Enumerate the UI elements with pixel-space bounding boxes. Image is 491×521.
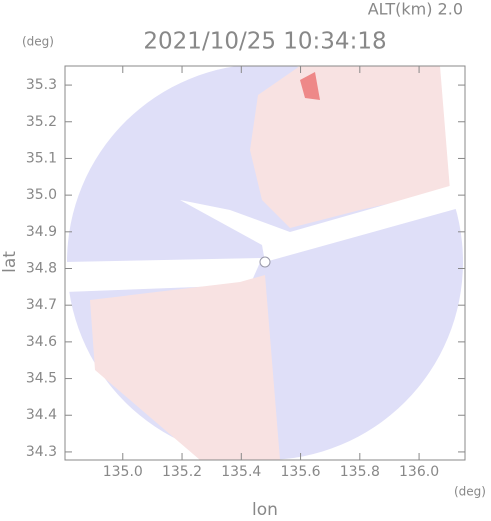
y-unit: (deg) (22, 35, 54, 49)
y-tick-label: 34.9 (26, 224, 57, 240)
strong-positive (300, 72, 320, 100)
x-tick-label: 135.2 (162, 464, 202, 480)
positive-region (90, 275, 280, 460)
radar-field (65, 66, 465, 460)
y-tick-label: 34.3 (26, 444, 57, 460)
y-tick-label: 34.4 (26, 407, 57, 423)
x-tick-label: 135.8 (340, 464, 380, 480)
x-tick-label: 135.4 (221, 464, 261, 480)
y-tick-label: 35.1 (26, 150, 57, 166)
zero-band (180, 181, 465, 262)
chart-title: 2021/10/25 10:34:18 (143, 29, 386, 55)
zero-band (65, 258, 262, 292)
positive-region (250, 66, 450, 228)
x-axis-label: lon (252, 500, 278, 520)
radar-site (259, 256, 271, 268)
plot-frame (64, 65, 466, 461)
x-unit: (deg) (454, 485, 486, 499)
x-tick-label: 136.0 (399, 464, 439, 480)
y-tick-label: 35.0 (26, 187, 57, 203)
y-axis-label: lat (0, 251, 20, 273)
x-tick-label: 135.0 (103, 464, 143, 480)
y-tick-label: 35.3 (26, 77, 57, 93)
y-tick-label: 35.2 (26, 114, 57, 130)
y-tick-label: 34.6 (26, 334, 57, 350)
y-tick-label: 34.8 (26, 261, 57, 277)
altitude: ALT(km) 2.0 (368, 0, 463, 19)
y-tick-label: 34.5 (26, 371, 57, 387)
y-tick-label: 34.7 (26, 297, 57, 313)
x-tick-label: 135.6 (281, 464, 321, 480)
